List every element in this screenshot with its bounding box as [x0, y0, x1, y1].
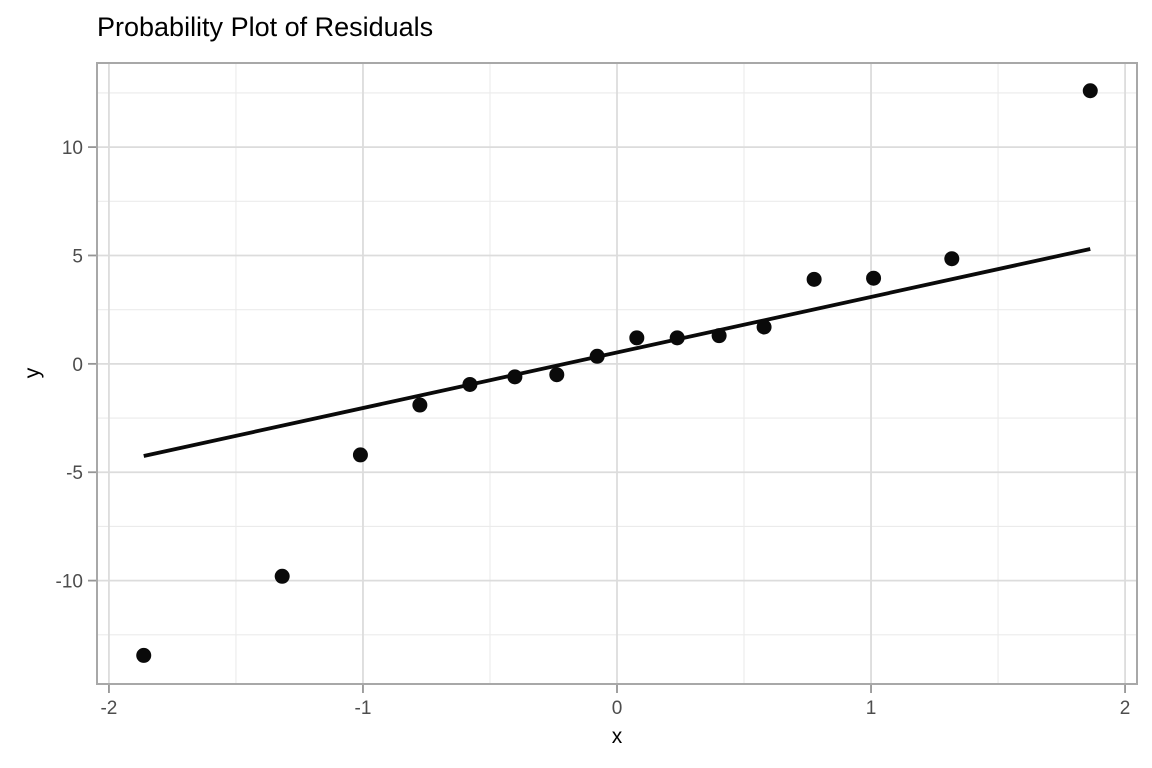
data-point: [629, 330, 645, 346]
chart-title: Probability Plot of Residuals: [97, 12, 434, 42]
data-point: [1082, 83, 1098, 99]
y-tick-label: 10: [62, 138, 83, 159]
data-point: [944, 251, 960, 267]
data-point: [274, 568, 290, 584]
data-point: [412, 397, 428, 413]
x-axis-title: x: [611, 725, 623, 748]
y-tick-label: -5: [66, 463, 83, 484]
data-point: [756, 319, 772, 335]
data-point: [589, 348, 605, 364]
y-tick-label: 5: [72, 246, 83, 267]
x-tick-label: 0: [612, 698, 623, 719]
reference-line: [143, 247, 1091, 458]
y-tick-label: -10: [56, 572, 83, 593]
data-point: [507, 369, 523, 385]
data-point: [136, 647, 152, 663]
y-axis-title: y: [21, 367, 44, 379]
data-point: [711, 328, 727, 344]
x-tick-label: 2: [1120, 698, 1131, 719]
data-point: [352, 447, 368, 463]
data-point: [806, 271, 822, 287]
data-point: [462, 376, 478, 392]
x-tick-label: 1: [866, 698, 877, 719]
data-point: [866, 270, 882, 286]
data-point: [669, 330, 685, 346]
x-tick-label: -1: [355, 698, 372, 719]
x-tick-label: -2: [100, 698, 117, 719]
y-tick-label: 0: [72, 355, 83, 376]
data-point: [549, 367, 565, 383]
panel-border: [96, 62, 1138, 685]
